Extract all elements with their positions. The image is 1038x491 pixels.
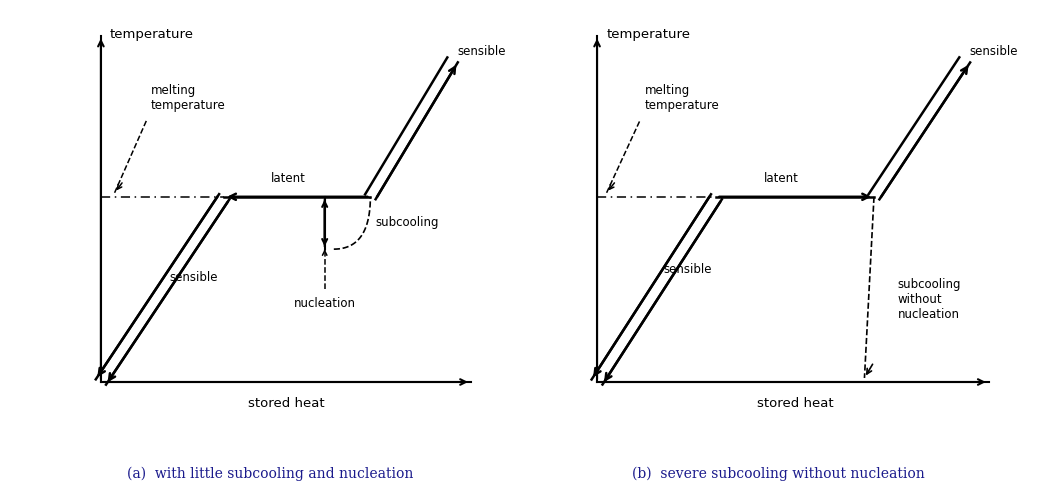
Text: temperature: temperature xyxy=(110,27,194,41)
Text: temperature: temperature xyxy=(606,27,690,41)
Text: latent: latent xyxy=(271,172,305,185)
Text: sensible: sensible xyxy=(664,263,712,276)
Text: sensible: sensible xyxy=(169,271,218,284)
Text: sensible: sensible xyxy=(969,45,1018,58)
Text: stored heat: stored heat xyxy=(757,397,834,410)
Text: nucleation: nucleation xyxy=(294,298,356,310)
Text: stored heat: stored heat xyxy=(247,397,324,410)
Text: melting
temperature: melting temperature xyxy=(152,84,226,112)
Text: subcooling: subcooling xyxy=(375,217,438,229)
Text: (b)  severe subcooling without nucleation: (b) severe subcooling without nucleation xyxy=(632,466,925,481)
Text: (a)  with little subcooling and nucleation: (a) with little subcooling and nucleatio… xyxy=(127,466,413,481)
Text: subcooling
without
nucleation: subcooling without nucleation xyxy=(898,278,961,321)
Text: latent: latent xyxy=(764,172,798,185)
Text: sensible: sensible xyxy=(457,45,506,58)
Text: melting
temperature: melting temperature xyxy=(645,84,719,112)
